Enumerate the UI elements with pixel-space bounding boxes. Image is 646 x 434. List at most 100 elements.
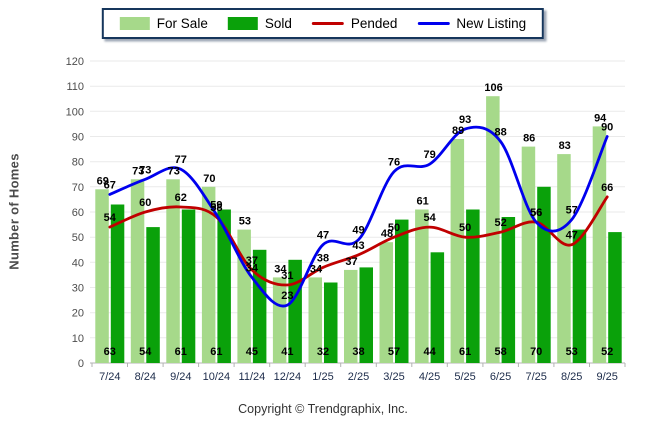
y-tick-label: 20	[72, 308, 84, 320]
bar-sold	[608, 232, 622, 363]
data-label-sold: 61	[175, 346, 187, 358]
chart-plot-area: 0 10 20 30 40 50 60 70 80 90 100 110 120 7/24 8/24 9/24…	[66, 56, 626, 383]
data-label-for-sale: 86	[523, 133, 535, 145]
y-tick-label: 90	[72, 132, 84, 144]
y-tick-label: 10	[72, 333, 84, 345]
x-tick-label: 11/24	[239, 371, 266, 383]
data-label-pended: 56	[530, 207, 542, 219]
line-new-listing	[108, 125, 609, 308]
data-label-new-listing: 79	[423, 149, 435, 161]
legend-swatch-square-icon	[227, 17, 258, 30]
bar-sold	[466, 209, 480, 363]
legend-label: Pended	[350, 16, 398, 31]
data-label-sold: 44	[423, 346, 436, 358]
data-label-for-sale: 48	[381, 228, 393, 240]
data-label-new-listing: 93	[459, 114, 471, 126]
y-tick-label: 80	[72, 157, 84, 169]
data-label-new-listing: 90	[601, 122, 613, 134]
data-label-pended: 54	[423, 212, 436, 224]
line-pended	[108, 195, 609, 287]
data-label-for-sale: 34	[274, 263, 287, 275]
x-tick-label: 4/25	[419, 371, 440, 383]
bar-for-sale	[415, 209, 429, 363]
legend-label: For Sale	[156, 16, 208, 31]
chart-svg: 0 10 20 30 40 50 60 70 80 90 100 110 120 7/24 8/24 9/24…	[66, 56, 626, 383]
bar-for-sale	[592, 126, 607, 364]
y-tick-label: 40	[72, 257, 84, 269]
data-label-pended: 60	[139, 197, 151, 209]
data-label-pended: 50	[459, 222, 471, 234]
legend-label: Sold	[264, 16, 292, 31]
data-label-pended: 37	[246, 255, 258, 267]
data-label-sold: 52	[601, 346, 613, 358]
bar-for-sale	[557, 154, 571, 363]
bar-sold	[395, 219, 409, 363]
y-tick-label: 120	[66, 56, 84, 68]
y-tick-label: 0	[78, 358, 84, 370]
data-label-new-listing: 57	[566, 205, 578, 217]
legend-label: New Listing	[456, 16, 527, 31]
x-tick-label: 1/25	[312, 371, 333, 383]
y-tick-label: 110	[66, 81, 84, 93]
data-label-new-listing: 56	[530, 207, 542, 219]
data-label-sold: 32	[317, 346, 329, 358]
bar-for-sale	[521, 146, 536, 363]
y-tick-label: 70	[72, 182, 84, 194]
legend-item-sold: Sold	[227, 16, 292, 31]
bar-sold	[430, 252, 445, 363]
data-label-pended: 47	[566, 230, 578, 242]
data-label-new-listing: 59	[210, 200, 222, 212]
legend-swatch-line-icon	[311, 22, 344, 25]
data-label-for-sale: 73	[168, 165, 180, 177]
bar-sold	[217, 209, 231, 363]
y-tick-label: 60	[72, 207, 84, 219]
data-label-pended: 52	[494, 217, 506, 229]
data-label-new-listing: 47	[317, 230, 329, 242]
data-label-sold: 70	[530, 346, 542, 358]
bar-for-sale	[130, 179, 145, 363]
data-label-for-sale: 34	[310, 263, 323, 275]
bar-for-sale	[308, 277, 322, 363]
bar-sold	[501, 217, 516, 363]
y-tick-label: 30	[72, 283, 84, 295]
data-label-new-listing: 67	[104, 179, 116, 191]
bar-sold	[324, 282, 338, 363]
data-label-sold: 61	[459, 346, 471, 358]
legend-swatch-square-icon	[119, 17, 150, 30]
data-label-pended: 58	[210, 202, 222, 214]
data-label-pended: 66	[601, 182, 613, 194]
data-label-for-sale: 69	[97, 175, 109, 187]
bar-for-sale	[272, 277, 287, 363]
data-label-for-sale: 73	[132, 165, 144, 177]
bar-for-sale	[450, 139, 465, 363]
legend-item-pended: Pended	[311, 16, 398, 31]
data-label-sold: 38	[352, 346, 364, 358]
x-tick-label: 2/25	[348, 371, 369, 383]
data-label-new-listing: 73	[139, 164, 151, 176]
y-axis-title: Number of Homes	[6, 153, 22, 270]
bar-for-sale	[344, 269, 358, 363]
data-label-pended: 62	[175, 192, 187, 204]
x-tick-label: 6/25	[490, 371, 511, 383]
x-tick-label: 3/25	[383, 371, 404, 383]
x-tick-label: 5/25	[454, 371, 475, 383]
bar-for-sale	[166, 179, 180, 363]
x-tick-label: 10/24	[203, 371, 231, 383]
data-label-pended: 31	[281, 270, 293, 282]
data-label-sold: 54	[139, 346, 152, 358]
data-label-pended: 50	[388, 222, 400, 234]
legend: For Sale Sold Pended New Listing	[101, 8, 545, 39]
data-label-for-sale: 83	[559, 140, 571, 152]
x-tick-label: 12/24	[274, 371, 302, 383]
legend-item-new-listing: New Listing	[417, 16, 526, 31]
bar-sold	[359, 267, 373, 363]
bar-for-sale	[201, 186, 216, 363]
data-label-for-sale: 61	[416, 196, 428, 208]
bar-sold	[110, 204, 125, 363]
data-label-new-listing: 88	[494, 127, 506, 139]
y-tick-label: 100	[66, 106, 84, 118]
x-tick-label: 9/25	[596, 371, 617, 383]
data-label-new-listing: 23	[281, 290, 293, 302]
x-tick-label: 7/25	[525, 371, 546, 383]
